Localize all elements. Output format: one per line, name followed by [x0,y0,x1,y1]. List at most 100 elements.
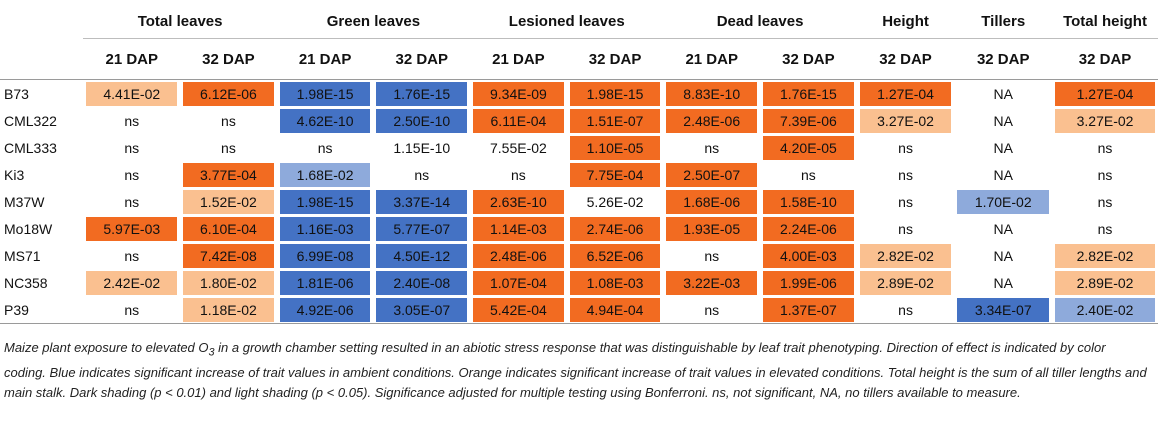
cell-value: 4.50E-12 [376,243,468,268]
cell-value: ns [898,166,913,183]
cell-value: 3.22E-03 [666,270,758,295]
cell-value: 1.18E-02 [183,297,274,322]
subheader-cell: 21 DAP [276,38,374,80]
cell-value: 1.16E-03 [279,216,371,241]
table-cell: 6.99E-08 [277,242,374,269]
table-cell: 1.68E-06 [663,188,760,215]
subheader-corner [0,38,84,80]
table-cell: 1.37E-07 [760,296,857,324]
cell-value: 1.52E-02 [183,189,274,214]
table-cell: 7.55E-02 [470,134,567,161]
cell-value: ns [221,112,236,129]
table-cell: NA [954,107,1052,134]
table-cell: 1.80E-02 [180,269,277,296]
subheader-row: 21 DAP 32 DAP 21 DAP 32 DAP 21 DAP 32 DA… [0,38,1158,80]
cell-value: 3.37E-14 [376,189,468,214]
cell-value: 1.68E-02 [279,162,371,187]
cell-value: 5.77E-07 [376,216,468,241]
table-cell: ns [180,107,277,134]
table-cell: 2.74E-06 [567,215,664,242]
table-cell: 1.70E-02 [954,188,1052,215]
cell-value: 1.98E-15 [279,81,371,106]
group-header-tillers: Tillers [954,4,1053,39]
cell-value: 4.92E-06 [279,297,371,322]
group-header-green-leaves: Green leaves [276,4,471,39]
table-cell: NA [954,242,1052,269]
cell-value: 4.41E-02 [86,81,178,106]
cell-value: 1.08E-03 [569,270,661,295]
cell-value: 1.58E-10 [763,189,854,214]
table-cell: 3.77E-04 [180,161,277,188]
cell-value: 1.51E-07 [569,108,661,133]
cell-value: 6.99E-08 [279,243,371,268]
cell-value: 1.76E-15 [763,81,854,106]
results-table: Total leaves Green leaves Lesioned leave… [0,4,1158,324]
cell-value: 2.42E-02 [86,270,178,295]
cell-value: 1.27E-04 [859,81,952,106]
group-header-total-height: Total height [1052,4,1158,39]
table-cell: ns [856,296,955,324]
cell-value: NA [993,274,1013,291]
table-cell: 3.27E-02 [1052,107,1158,134]
table-row: MS71 ns 7.42E-08 6.99E-08 4.50E-12 2.48E-06 6.… [0,242,1158,269]
subheader-cell: 21 DAP [83,38,181,80]
cell-value: 3.27E-02 [859,108,952,133]
table-cell: 2.63E-10 [470,188,567,215]
row-label: CML333 [4,139,57,156]
cell-value: NA [993,247,1013,264]
table-cell: 4.20E-05 [760,134,857,161]
table-cell: 4.00E-03 [760,242,857,269]
cell-value: 1.37E-07 [763,297,854,322]
subheader-cell: 32 DAP [760,38,857,80]
table-row: CML322 ns ns 4.62E-10 2.50E-10 6.11E-04 1.51E-… [0,107,1158,134]
cell-value: ns [898,301,913,318]
cell-value: 6.11E-04 [473,108,564,133]
cell-value: 2.74E-06 [569,216,661,241]
group-header-total-leaves: Total leaves [83,4,277,39]
cell-value: 1.98E-15 [279,189,371,214]
cell-value: ns [898,139,913,156]
cell-value: 1.15E-10 [393,139,451,156]
cell-value: 6.52E-06 [569,243,661,268]
subheader-cell: 32 DAP [954,38,1053,80]
table-cell: 3.22E-03 [663,269,760,296]
table-cell: ns [83,296,181,324]
table-row: P39 ns 1.18E-02 4.92E-06 3.05E-07 5.42E-04 4.9… [0,296,1158,324]
cell-value: 2.89E-02 [859,270,952,295]
subheader-cell: 32 DAP [856,38,955,80]
cell-value: 5.42E-04 [473,297,564,322]
cell-value: ns [704,301,720,318]
caption-text-rest: in a growth chamber setting resulted in … [4,340,1147,400]
cell-value: 2.40E-08 [376,270,468,295]
table-cell: 1.98E-15 [277,188,374,215]
group-header-row: Total leaves Green leaves Lesioned leave… [0,4,1158,39]
table-cell: 1.10E-05 [567,134,664,161]
cell-value: ns [1097,139,1113,156]
cell-value: ns [1097,220,1113,237]
subheader-cell: 32 DAP [373,38,471,80]
cell-value: 3.05E-07 [376,297,468,322]
cell-value: 2.50E-07 [666,162,758,187]
table-cell: 5.77E-07 [373,215,470,242]
cell-value: 7.75E-04 [569,162,661,187]
table-cell: 5.42E-04 [470,296,567,324]
cell-value: 6.10E-04 [183,216,274,241]
table-cell: 2.40E-08 [373,269,470,296]
subheader-cell: 32 DAP [566,38,664,80]
table-cell: 6.12E-06 [180,80,277,108]
cell-value: 1.27E-04 [1055,81,1155,106]
table-cell: 7.42E-08 [180,242,277,269]
table-cell: ns [83,161,180,188]
table-cell: ns [1052,161,1158,188]
row-label: MS71 [4,247,41,264]
cell-value: 3.34E-07 [957,297,1050,322]
table-cell: NA [954,161,1052,188]
table-cell: NA [954,80,1052,108]
cell-value: 2.89E-02 [1055,270,1155,295]
table-cell: 1.27E-04 [1052,80,1158,108]
cell-value: 1.99E-06 [763,270,854,295]
table-row: M37W ns 1.52E-02 1.98E-15 3.37E-14 2.63E-10 5.… [0,188,1158,215]
cell-value: ns [317,139,333,156]
cell-value: 2.82E-02 [859,243,952,268]
table-cell: 3.05E-07 [373,296,471,324]
